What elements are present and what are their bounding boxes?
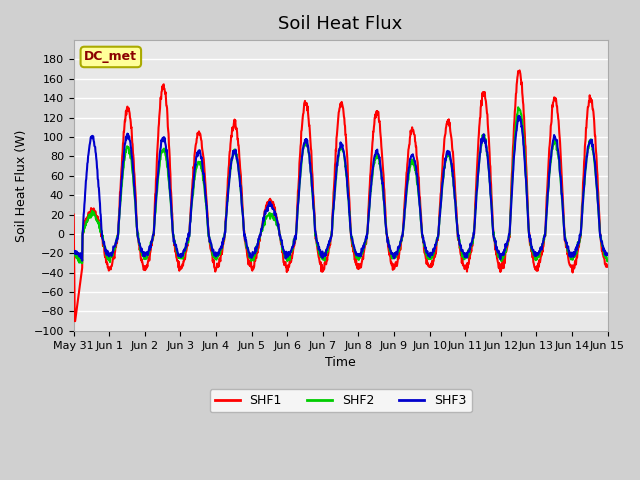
Line: SHF3: SHF3 [74, 116, 607, 261]
SHF1 [604, 264, 611, 269]
SHF1 [511, 118, 518, 123]
SHF2 [511, 141, 518, 147]
SHF3 [511, 150, 518, 156]
Legend: SHF1, SHF2, SHF3: SHF1, SHF2, SHF3 [209, 389, 472, 412]
SHF1 [188, 190, 196, 195]
SHF3 [78, 258, 86, 264]
SHF1 [70, 212, 77, 217]
SHF3 [188, 196, 196, 202]
SHF1 [423, 261, 431, 267]
SHF2 [515, 105, 522, 110]
SHF2 [77, 260, 85, 266]
SHF3 [70, 249, 77, 254]
SHF3 [423, 250, 431, 255]
SHF1 [280, 259, 287, 265]
SHF2 [70, 252, 77, 258]
SHF2 [188, 199, 196, 204]
X-axis label: Time: Time [325, 356, 356, 369]
SHF3 [280, 247, 287, 252]
Text: DC_met: DC_met [84, 50, 138, 63]
SHF3 [292, 226, 300, 231]
Line: SHF1: SHF1 [74, 71, 607, 321]
Line: SHF2: SHF2 [74, 108, 607, 263]
SHF1 [516, 68, 524, 73]
SHF2 [280, 250, 287, 255]
SHF1 [71, 318, 79, 324]
Y-axis label: Soil Heat Flux (W): Soil Heat Flux (W) [15, 129, 28, 241]
SHF2 [292, 226, 300, 232]
SHF1 [557, 155, 564, 161]
SHF2 [423, 252, 431, 257]
SHF2 [557, 180, 564, 186]
SHF2 [604, 258, 611, 264]
SHF1 [292, 225, 300, 231]
SHF3 [604, 251, 611, 256]
SHF3 [557, 175, 564, 181]
SHF3 [515, 113, 523, 119]
Title: Soil Heat Flux: Soil Heat Flux [278, 15, 403, 33]
